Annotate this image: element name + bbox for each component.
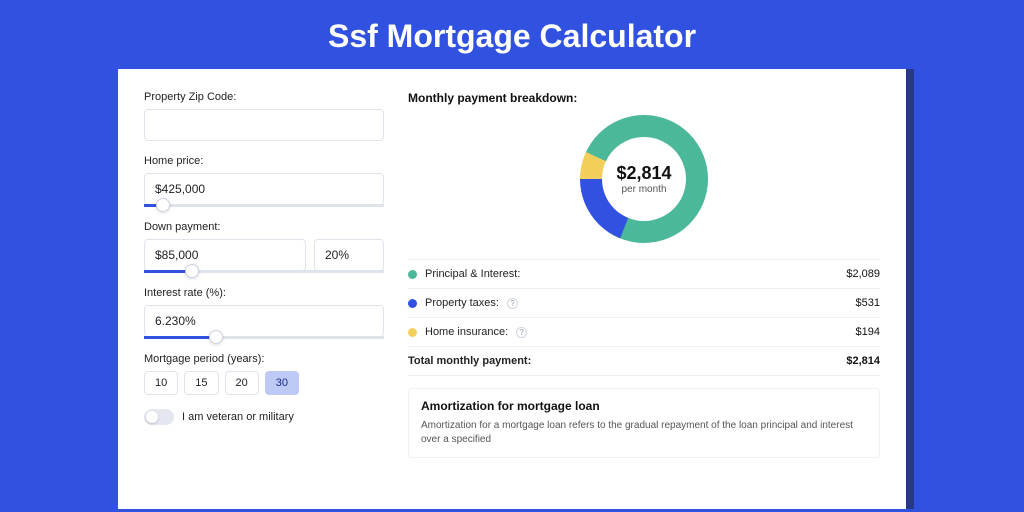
home-price-field: Home price: — [144, 155, 384, 207]
zip-input[interactable] — [144, 109, 384, 141]
amortization-text: Amortization for a mortgage loan refers … — [421, 419, 867, 447]
info-icon[interactable]: ? — [507, 298, 518, 309]
down-payment-field: Down payment: — [144, 221, 384, 273]
breakdown-item-label: Principal & Interest: — [425, 268, 520, 280]
legend-dot — [408, 270, 417, 279]
breakdown-row: Principal & Interest: $2,089 — [408, 260, 880, 289]
total-value: $2,814 — [846, 355, 880, 367]
breakdown-column: Monthly payment breakdown: $2,814 per mo… — [408, 91, 880, 458]
interest-rate-input[interactable] — [144, 305, 384, 337]
breakdown-item-value: $531 — [856, 297, 880, 309]
zip-field: Property Zip Code: — [144, 91, 384, 141]
breakdown-item-label: Home insurance: — [425, 326, 508, 338]
breakdown-total-row: Total monthly payment: $2,814 — [408, 347, 880, 376]
interest-rate-field: Interest rate (%): — [144, 287, 384, 339]
home-price-input[interactable] — [144, 173, 384, 205]
home-price-slider[interactable] — [144, 204, 384, 207]
mortgage-period-field: Mortgage period (years): 1015 2030 — [144, 353, 384, 395]
period-button-15[interactable]: 15 — [184, 371, 218, 395]
period-button-10[interactable]: 10 — [144, 371, 178, 395]
amortization-panel: Amortization for mortgage loan Amortizat… — [408, 388, 880, 458]
interest-rate-label: Interest rate (%): — [144, 287, 384, 299]
calculator-card: Property Zip Code: Home price: Down paym… — [118, 69, 906, 509]
breakdown-item-value: $2,089 — [846, 268, 880, 280]
legend-dot — [408, 299, 417, 308]
down-payment-label: Down payment: — [144, 221, 384, 233]
zip-label: Property Zip Code: — [144, 91, 384, 103]
donut-sub: per month — [621, 184, 666, 195]
breakdown-row: Home insurance:? $194 — [408, 318, 880, 347]
veteran-toggle[interactable] — [144, 409, 174, 425]
down-payment-slider[interactable] — [144, 270, 384, 273]
down-payment-percent-input[interactable] — [314, 239, 384, 271]
total-label: Total monthly payment: — [408, 355, 531, 367]
donut-center: $2,814 per month — [602, 137, 686, 221]
home-price-label: Home price: — [144, 155, 384, 167]
amortization-title: Amortization for mortgage loan — [421, 399, 867, 413]
interest-rate-slider-handle[interactable] — [209, 330, 223, 344]
period-button-20[interactable]: 20 — [225, 371, 259, 395]
breakdown-row: Property taxes:? $531 — [408, 289, 880, 318]
donut-amount: $2,814 — [616, 163, 671, 184]
mortgage-period-label: Mortgage period (years): — [144, 353, 384, 365]
page-title: Ssf Mortgage Calculator — [0, 0, 1024, 69]
veteran-toggle-row: I am veteran or military — [144, 409, 384, 425]
interest-rate-slider[interactable] — [144, 336, 384, 339]
info-icon[interactable]: ? — [516, 327, 527, 338]
legend-dot — [408, 328, 417, 337]
inputs-column: Property Zip Code: Home price: Down paym… — [144, 91, 384, 458]
down-payment-amount-input[interactable] — [144, 239, 306, 271]
mortgage-period-options: 1015 2030 — [144, 371, 384, 395]
donut-chart: $2,814 per month — [408, 115, 880, 243]
veteran-label: I am veteran or military — [182, 411, 294, 423]
breakdown-title: Monthly payment breakdown: — [408, 91, 880, 105]
breakdown-item-label: Property taxes: — [425, 297, 499, 309]
period-button-30[interactable]: 30 — [265, 371, 299, 395]
breakdown-item-value: $194 — [856, 326, 880, 338]
down-payment-slider-handle[interactable] — [185, 264, 199, 278]
home-price-slider-handle[interactable] — [156, 198, 170, 212]
breakdown-items: Principal & Interest: $2,089 Property taxe… — [408, 259, 880, 376]
